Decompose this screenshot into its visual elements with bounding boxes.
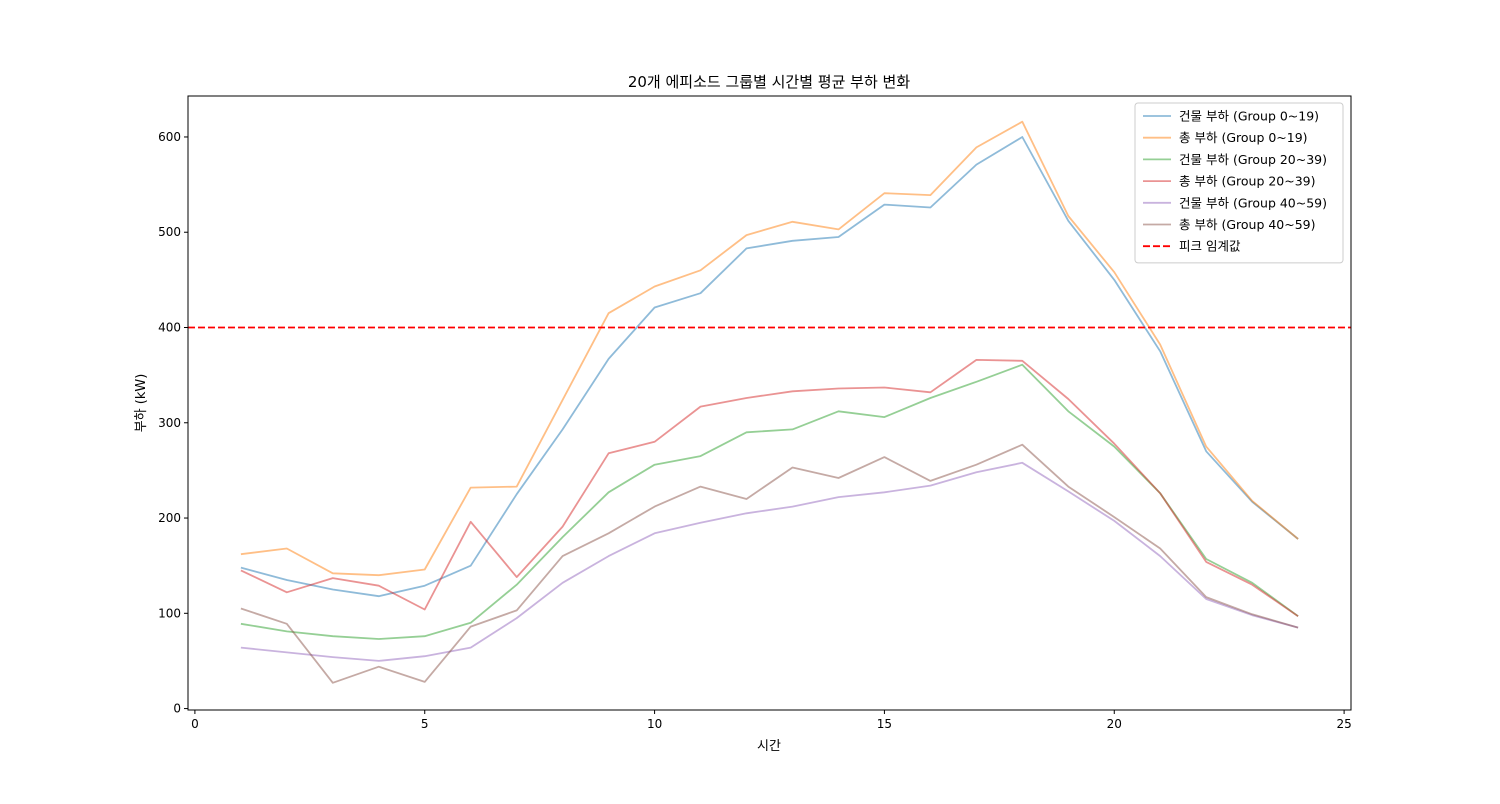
y-tick-label: 200 [158,511,181,525]
y-tick-label: 500 [158,225,181,239]
x-tick-label: 0 [191,717,199,731]
y-tick-label: 400 [158,321,181,335]
x-tick-label: 10 [647,717,662,731]
series-line-5 [240,443,1299,684]
y-tick-label: 0 [173,702,181,716]
y-tick-label: 600 [158,130,181,144]
legend-label: 총 부하 (Group 0~19) [1179,130,1308,145]
legend-label: 피크 임계값 [1179,239,1241,254]
x-axis: 0 5 10 15 20 25 [191,710,1352,731]
legend-label: 총 부하 (Group 20~39) [1179,174,1316,189]
y-axis: 0 100 200 300 400 500 600 [158,130,188,716]
x-axis-label: 시간 [757,739,781,754]
y-tick-label: 100 [158,606,181,620]
series-line-3 [240,358,1299,617]
series-line-4 [240,461,1299,662]
series-line-0 [240,136,1299,598]
x-tick-label: 5 [421,717,429,731]
legend-label: 건물 부하 (Group 0~19) [1179,109,1319,124]
legend: 건물 부하 (Group 0~19) 총 부하 (Group 0~19) 건물 부하… [1134,102,1344,264]
y-axis-label: 부하 (kW) [134,374,149,433]
legend-box [1134,102,1344,264]
x-tick-label: 15 [877,717,892,731]
legend-label: 총 부하 (Group 40~59) [1179,217,1316,232]
x-tick-label: 20 [1107,717,1122,731]
series-line-2 [240,363,1299,640]
plot-frame [187,95,1352,711]
y-tick-label: 300 [158,416,181,430]
chart-title: 20개 에피소드 그룹별 시간별 평균 부하 변화 [628,73,910,91]
x-tick-label: 25 [1336,717,1351,731]
legend-label: 건물 부하 (Group 40~59) [1179,195,1327,210]
legend-label: 건물 부하 (Group 20~39) [1179,152,1327,167]
series-line-1 [240,120,1299,577]
plot-area [188,120,1351,684]
